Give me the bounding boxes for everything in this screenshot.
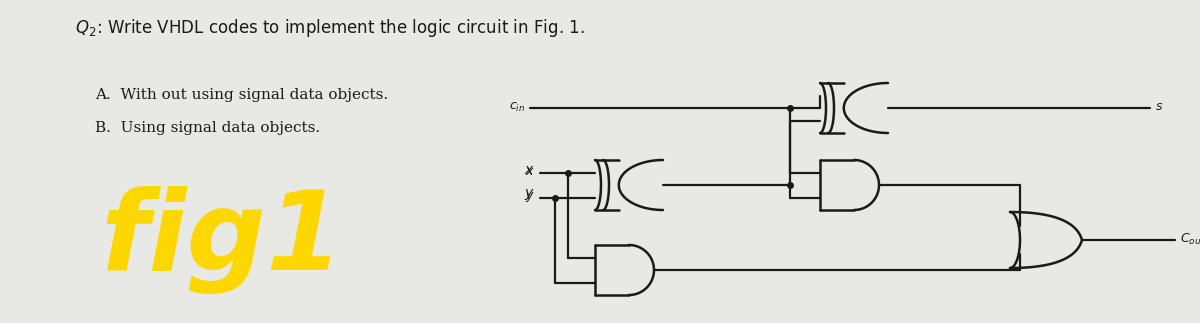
Text: $y$: $y$ — [524, 187, 535, 202]
Text: fig1: fig1 — [100, 186, 343, 294]
Text: $\mathbf{\mathit{Q}}_2$: Write VHDL codes to implement the logic circuit in Fig.: $\mathbf{\mathit{Q}}_2$: Write VHDL code… — [74, 17, 584, 39]
Text: $x$: $x$ — [524, 162, 535, 176]
Text: $s$: $s$ — [1154, 100, 1163, 113]
Text: $c_{in}$: $c_{in}$ — [509, 100, 526, 114]
Text: $C_{out}$: $C_{out}$ — [1180, 232, 1200, 246]
Text: $x$: $x$ — [526, 165, 535, 178]
Text: B.  Using signal data objects.: B. Using signal data objects. — [95, 121, 320, 135]
Text: A.  With out using signal data objects.: A. With out using signal data objects. — [95, 88, 388, 102]
Text: $y$: $y$ — [526, 190, 535, 203]
